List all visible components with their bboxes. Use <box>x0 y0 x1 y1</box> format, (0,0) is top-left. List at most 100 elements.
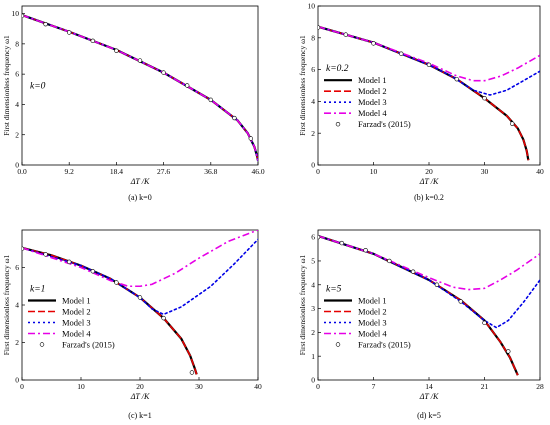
legend-label: Farzad's (2015) <box>358 340 411 350</box>
data-point-farzad <box>363 248 368 253</box>
plot-area <box>318 25 540 161</box>
series-line-3 <box>22 238 258 316</box>
data-point-farzad <box>399 51 404 56</box>
plot-area <box>318 234 540 376</box>
legend-label: Model 3 <box>358 318 387 328</box>
k-annotation: k=1 <box>30 285 45 295</box>
legend-label: Model 3 <box>62 318 91 328</box>
x-tick-label: 30 <box>195 382 203 391</box>
data-point-farzad <box>185 83 190 88</box>
y-tick-label: 4 <box>15 301 19 310</box>
y-tick-label: 4 <box>311 97 315 106</box>
data-point-farzad <box>114 48 119 53</box>
y-tick-label: 10 <box>308 2 316 11</box>
y-tick-label: 2 <box>15 130 19 139</box>
y-tick-label: 8 <box>311 33 315 42</box>
y-tick-label: 6 <box>311 233 315 242</box>
series-line-2 <box>318 25 530 161</box>
legend-marker <box>335 121 341 127</box>
data-point-farzad <box>22 246 25 251</box>
data-point-farzad <box>114 280 119 285</box>
data-point-farzad <box>343 32 348 37</box>
legend-label: Model 1 <box>62 296 91 306</box>
data-point-farzad <box>426 62 432 68</box>
series-line-4 <box>22 14 258 161</box>
k-annotation: k=0.2 <box>326 64 349 74</box>
data-point-farzad <box>137 58 143 63</box>
series-line-4 <box>22 230 258 288</box>
y-tick-label: 4 <box>311 280 315 289</box>
legend-label: Model 4 <box>358 108 387 118</box>
data-point-farzad <box>161 70 166 75</box>
y-tick-label: 0 <box>15 161 19 170</box>
data-point-farzad <box>208 97 214 103</box>
data-point-farzad <box>506 349 511 354</box>
data-point-farzad <box>248 136 254 141</box>
x-tick-label: 46.0 <box>251 167 264 176</box>
series-line-1 <box>318 25 530 161</box>
x-tick-label: 30 <box>481 167 489 176</box>
x-tick-label: 9.2 <box>65 167 75 176</box>
k-annotation: k=0 <box>30 82 46 92</box>
y-tick-label: 0 <box>311 161 315 170</box>
y-tick-label: 6 <box>15 70 19 79</box>
y-tick-label: 6 <box>15 263 19 272</box>
x-tick-label: 20 <box>425 167 433 176</box>
legend-label: Model 2 <box>358 86 387 96</box>
plot-frame <box>21 229 259 381</box>
y-axis-label: First dimensionless frequency ω1 <box>2 254 11 355</box>
y-tick-label: 10 <box>12 9 20 18</box>
y-tick-label: 3 <box>311 304 315 313</box>
x-tick-label: 36.8 <box>204 167 217 176</box>
panel-caption: (b) k=0.2 <box>414 193 444 202</box>
panel-caption: (a) k=0 <box>128 193 151 202</box>
series-line-3 <box>318 235 540 329</box>
x-tick-label: 20 <box>136 382 144 391</box>
y-tick-label: 4 <box>15 100 19 109</box>
x-tick-label: 14 <box>425 382 433 391</box>
data-point-farzad <box>318 234 321 240</box>
panel-d: 0 7 14 21 28 0 1 2 3 4 5 6 First dimensionless frequ… <box>298 229 544 420</box>
y-tick-label: 0 <box>311 376 315 385</box>
data-point-farzad <box>137 295 143 300</box>
series-line-2 <box>318 235 519 376</box>
data-point-farzad <box>189 370 195 375</box>
data-point-farzad <box>371 41 376 46</box>
data-point-farzad <box>318 25 321 30</box>
x-axis-label: ΔT /K <box>130 392 150 401</box>
y-tick-label: 1 <box>311 352 315 361</box>
y-axis-label: First dimensionless frequency ω1 <box>2 35 11 136</box>
data-point-farzad <box>43 21 48 27</box>
legend-label: Model 2 <box>358 307 387 317</box>
plot-frame <box>317 5 541 166</box>
legend-label: Model 3 <box>358 97 387 107</box>
legend-label: Farzad's (2015) <box>62 340 115 350</box>
data-point-farzad <box>410 269 416 274</box>
panel-c: 0 10 20 30 40 0 2 4 6 First dimensionless frequen… <box>2 229 262 420</box>
x-tick-label: 28 <box>536 382 544 391</box>
x-tick-label: 21 <box>481 382 489 391</box>
data-point-farzad <box>232 115 237 121</box>
series-line-3 <box>22 14 258 162</box>
series-line-1 <box>318 234 519 376</box>
x-tick-label: 0 <box>20 382 24 391</box>
x-axis-label: ΔT /K <box>419 392 439 401</box>
x-tick-label: 10 <box>77 382 85 391</box>
data-point-farzad <box>66 259 72 265</box>
plot-frame <box>21 5 259 166</box>
data-point-farzad <box>458 299 463 304</box>
panel-caption: (d) k=5 <box>417 411 441 420</box>
x-axis-label: ΔT /K <box>130 177 150 186</box>
x-tick-label: 10 <box>370 167 378 176</box>
plot-frame <box>317 229 541 381</box>
data-point-farzad <box>161 315 166 321</box>
y-axis-label: First dimensionless frequency ω1 <box>298 35 307 136</box>
y-tick-label: 2 <box>311 129 315 138</box>
y-tick-label: 5 <box>311 257 315 266</box>
panel-caption: (c) k=1 <box>128 411 151 420</box>
legend-label: Model 4 <box>358 329 387 339</box>
legend-label: Model 4 <box>62 329 91 339</box>
